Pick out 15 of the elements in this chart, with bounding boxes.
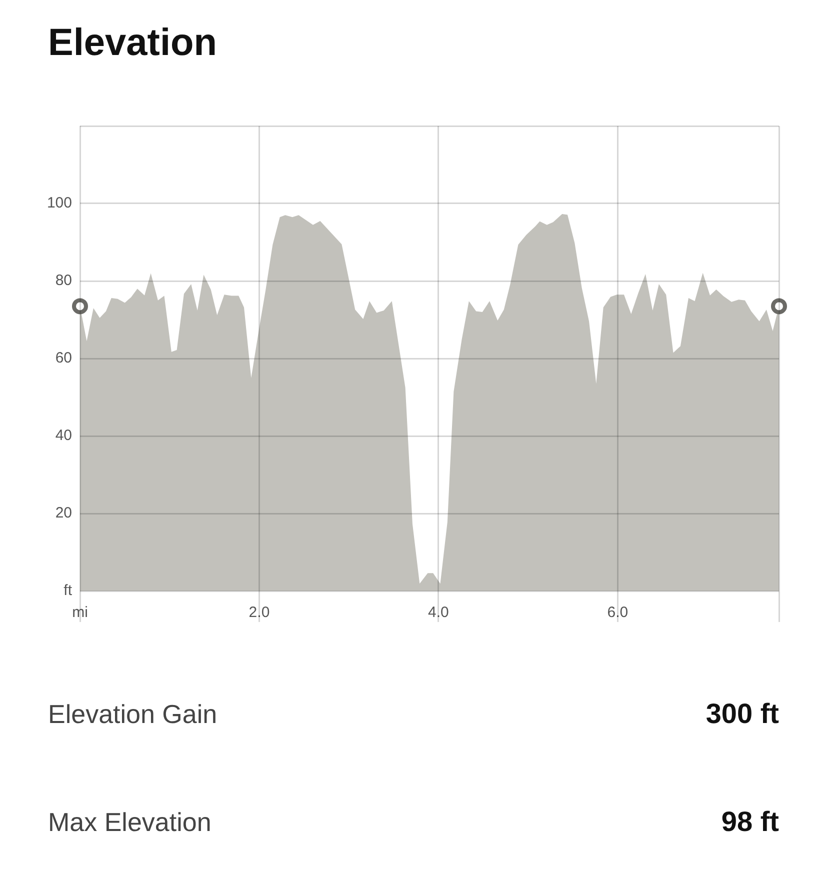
y-tick-label: ft [64,582,73,600]
x-tick-label: mi [72,604,88,622]
text: 300 ft [706,698,779,730]
text: Max Elevation [48,806,212,838]
x-tick-label: 4.0 [428,604,449,622]
text: 98 ft [721,806,779,838]
y-tick-label: 80 [55,272,72,290]
y-tick-label: 60 [55,350,72,367]
x-tick-label: 2.0 [248,604,270,622]
x-tick-label: 6.0 [607,604,628,622]
y-tick-label: 20 [55,504,72,522]
y-tick-label: 100 [46,194,72,212]
chart-title: Elevation [48,22,217,65]
y-tick-label: 40 [55,427,72,444]
text: Elevation Gain [48,698,218,730]
